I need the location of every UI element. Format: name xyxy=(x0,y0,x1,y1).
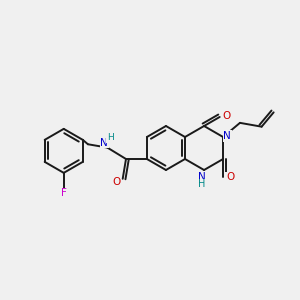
Text: N: N xyxy=(198,172,206,182)
Text: H: H xyxy=(107,133,114,142)
Text: F: F xyxy=(61,188,67,198)
Text: N: N xyxy=(100,138,108,148)
Text: O: O xyxy=(223,111,231,121)
Text: O: O xyxy=(226,172,234,182)
Text: H: H xyxy=(198,179,206,189)
Text: O: O xyxy=(112,177,121,187)
Text: N: N xyxy=(223,131,231,141)
